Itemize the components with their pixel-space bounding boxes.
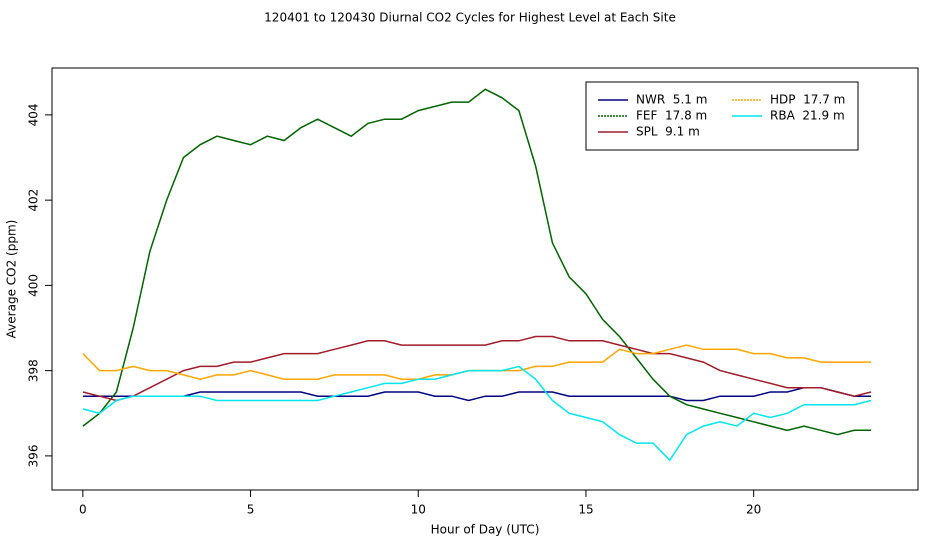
- x-tick-label: 0: [79, 503, 87, 517]
- legend-label: HDP 17.7 m: [770, 93, 845, 107]
- legend-label: SPL 9.1 m: [636, 125, 700, 139]
- series-line: [82, 88, 871, 436]
- x-tick-label: 20: [746, 503, 761, 517]
- chart-title: 120401 to 120430 Diurnal CO2 Cycles for …: [264, 11, 676, 25]
- x-tick-label: 15: [578, 503, 593, 517]
- series-line: [82, 365, 872, 462]
- legend-box: [585, 81, 859, 151]
- y-tick-label: 400: [27, 274, 41, 297]
- series-line: [82, 344, 871, 380]
- legend-label: NWR 5.1 m: [636, 93, 707, 107]
- x-tick-label: 5: [247, 503, 255, 517]
- y-axis-label: Average CO2 (ppm): [5, 220, 19, 339]
- legend-label: RBA 21.9 m: [770, 109, 845, 123]
- series-line: [82, 335, 872, 402]
- legend-label: FEF 17.8 m: [636, 109, 707, 123]
- x-axis-label: Hour of Day (UTC): [431, 523, 540, 537]
- y-tick-label: 396: [27, 444, 41, 467]
- plot-frame: [51, 67, 919, 491]
- x-tick-label: 10: [411, 503, 426, 517]
- y-tick-label: 402: [27, 189, 41, 212]
- y-tick-label: 404: [27, 103, 41, 126]
- series-line: [82, 386, 871, 402]
- y-tick-label: 398: [27, 359, 41, 382]
